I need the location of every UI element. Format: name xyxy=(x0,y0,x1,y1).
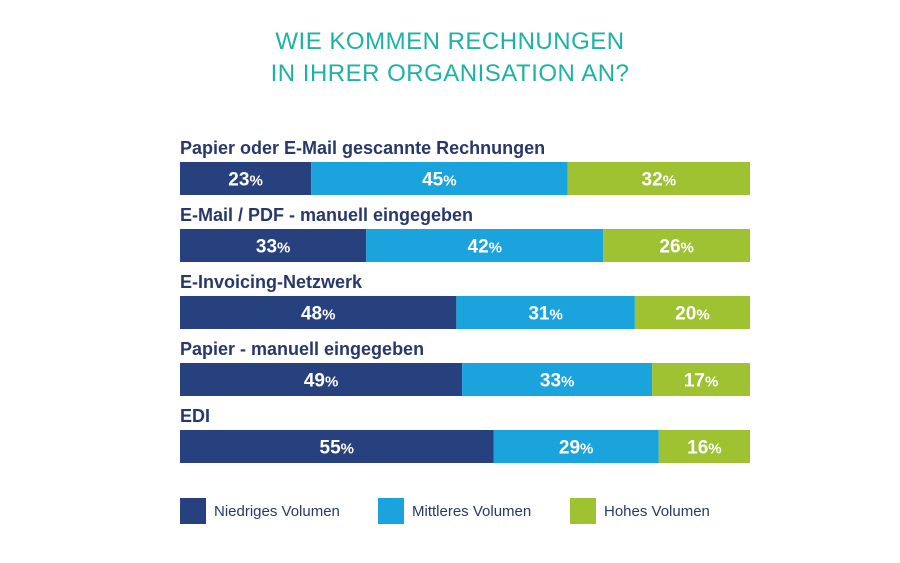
value-label-high-0: 32% xyxy=(642,170,676,191)
legend-swatch-medium xyxy=(378,498,404,524)
value-label-low-2: 48% xyxy=(301,304,335,325)
bar-segment-medium-0 xyxy=(311,162,568,195)
value-label-high-1: 26% xyxy=(659,237,693,258)
legend-label-high: Hohes Volumen xyxy=(604,502,710,520)
value-label-medium-1: 42% xyxy=(468,237,502,258)
category-label-1: E-Mail / PDF - manuell eingegeben xyxy=(180,205,473,225)
value-label-medium-4: 29% xyxy=(559,438,593,459)
value-label-medium-2: 31% xyxy=(528,304,562,325)
value-label-high-4: 16% xyxy=(687,438,721,459)
legend-item-medium: Mittleres Volumen xyxy=(378,498,531,524)
value-label-high-2: 20% xyxy=(675,304,709,325)
legend-label-medium: Mittleres Volumen xyxy=(412,502,532,520)
bar-segment-low-1 xyxy=(180,229,367,262)
category-label-2: E-Invoicing-Netzwerk xyxy=(180,272,363,292)
legend-swatch-high xyxy=(570,498,596,524)
value-label-medium-0: 45% xyxy=(422,170,456,191)
legend-item-high: Hohes Volumen xyxy=(570,498,710,524)
bar-segment-low-3 xyxy=(180,363,463,396)
bar-segment-high-2 xyxy=(634,296,750,329)
bar-segment-high-4 xyxy=(658,430,750,463)
bar-segment-low-4 xyxy=(180,430,494,463)
chart-title-line-2: IN IHRER ORGANISATION AN? xyxy=(270,60,630,87)
category-label-3: Papier - manuell eingegeben xyxy=(180,339,424,359)
bar-segment-low-2 xyxy=(180,296,457,329)
category-label-0: Papier oder E-Mail gescannte Rechnungen xyxy=(180,138,545,158)
value-label-high-3: 17% xyxy=(684,371,718,392)
bar-segment-low-0 xyxy=(180,162,312,195)
value-label-low-1: 33% xyxy=(256,237,290,258)
bar-segment-medium-4 xyxy=(493,430,659,463)
bar-segment-medium-1 xyxy=(366,229,604,262)
bar-segment-high-1 xyxy=(603,229,750,262)
bar-segment-medium-2 xyxy=(456,296,635,329)
legend-swatch-low xyxy=(180,498,206,524)
bar-segment-medium-3 xyxy=(462,363,653,396)
bar-segment-high-0 xyxy=(567,162,750,195)
chart-title-line-1: WIE KOMMEN RECHNUNGEN xyxy=(275,28,625,55)
bar-segment-high-3 xyxy=(652,363,750,396)
value-label-low-0: 23% xyxy=(228,170,262,191)
value-label-low-4: 55% xyxy=(320,438,354,459)
legend-label-low: Niedriges Volumen xyxy=(214,502,340,520)
legend-item-low: Niedriges Volumen xyxy=(180,498,340,524)
value-label-low-3: 49% xyxy=(304,371,338,392)
chart-legend: Niedriges Volumen Mittleres Volumen Hohe… xyxy=(0,498,900,524)
value-label-medium-3: 33% xyxy=(540,371,574,392)
category-label-4: EDI xyxy=(180,406,210,426)
